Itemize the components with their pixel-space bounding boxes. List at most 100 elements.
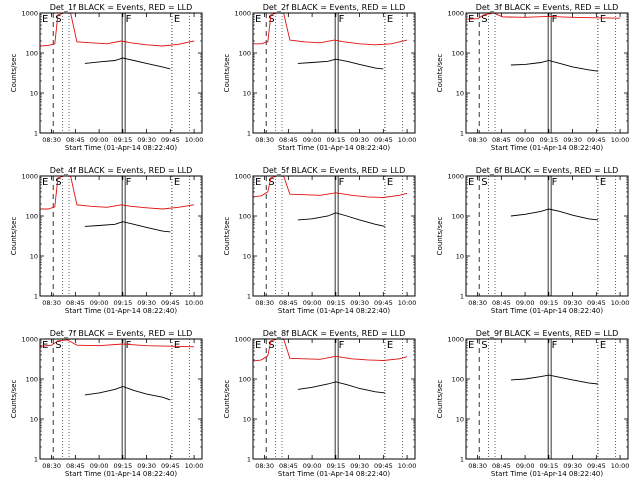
- panel-2: Det_2f BLACK = Events, RED = LLD 1 10 100 10…: [223, 3, 416, 152]
- panel-4-ytick-label: 10: [30, 253, 38, 261]
- panel-8: Det_8f BLACK = Events, RED = LLD 1 10 100 10…: [223, 329, 416, 478]
- panel-6-ytick-label: 1000: [447, 173, 464, 181]
- panel-7-xtick-label: 09:00: [90, 462, 109, 470]
- panel-6-frame: [465, 175, 629, 297]
- panel-7-lld-series: [39, 339, 195, 348]
- panel-3-marker-label: E: [468, 14, 474, 25]
- panel-5-xtick-label: 08:30: [255, 299, 274, 307]
- panel-3-xtick-label: 10:00: [611, 136, 630, 144]
- panel-3-lld-series: [465, 12, 621, 20]
- panel-9-xtick-label: 09:45: [587, 462, 606, 470]
- panel-4-marker-label: E: [174, 177, 180, 188]
- panel-7-events-series: [84, 386, 171, 401]
- panel-3: Det_3f BLACK = Events, RED = LLD 1 10 100 10…: [436, 3, 629, 152]
- panel-6-ylabel: Counts/sec: [436, 217, 444, 256]
- panel-9-marker-label: S: [481, 340, 487, 351]
- panel-5-xtick-label: 09:45: [374, 299, 393, 307]
- panel-1-ytick-label: 10: [30, 90, 38, 98]
- panel-1: Det_1f BLACK = Events, RED = LLD 1 10 100 10…: [10, 3, 203, 152]
- panel-8-xlabel: Start Time (01-Apr-14 08:22:40): [278, 470, 390, 478]
- panel-1-ylabel: Counts/sec: [10, 54, 18, 93]
- panel-4-marker-label: S: [55, 177, 61, 188]
- panel-4-marker-label: F: [126, 177, 132, 188]
- panel-3-xlabel: Start Time (01-Apr-14 08:22:40): [491, 144, 603, 152]
- panel-8-marker-label: E: [387, 340, 393, 351]
- panel-2-marker-label: E: [255, 14, 261, 25]
- panel-5-frame: [252, 175, 416, 297]
- panel-4-xtick-label: 09:00: [90, 299, 109, 307]
- panel-4-ytick-label: 1000: [21, 173, 38, 181]
- panel-3-ytick-label: 10: [456, 90, 464, 98]
- panel-9-xtick-label: 09:00: [516, 462, 535, 470]
- panel-2-lld-series: [253, 12, 408, 46]
- panel-3-xtick-label: 09:00: [516, 136, 535, 144]
- panel-8-ytick-label: 100: [239, 376, 251, 384]
- panel-8-marker-label: F: [339, 340, 345, 351]
- panel-9-marker-label: E: [600, 340, 606, 351]
- panel-2-marker-label: S: [268, 14, 274, 25]
- panel-7-xtick-label: 08:45: [66, 462, 85, 470]
- panel-5-marker-label: E: [387, 177, 393, 188]
- panel-2-ytick-label: 1000: [234, 10, 251, 18]
- panel-6-xtick-label: 10:00: [611, 299, 630, 307]
- panel-4-ylabel: Counts/sec: [10, 217, 18, 256]
- panel-8-marker-label: S: [268, 340, 274, 351]
- panel-6-marker-label: F: [552, 177, 558, 188]
- panel-9-xtick-label: 09:30: [563, 462, 582, 470]
- panel-3-xtick-label: 09:15: [539, 136, 558, 144]
- panel-3-marker-label: F: [552, 14, 558, 25]
- panel-4-frame: [39, 175, 203, 297]
- panel-9-xtick-label: 10:00: [611, 462, 630, 470]
- panel-4-marker-label: E: [42, 177, 48, 188]
- panel-8-xtick-label: 08:45: [279, 462, 298, 470]
- panel-5-ytick-label: 1000: [234, 173, 251, 181]
- panel-2-xtick-label: 09:45: [374, 136, 393, 144]
- panel-9-xtick-label: 09:15: [539, 462, 558, 470]
- panel-1-lld-series: [39, 12, 195, 47]
- panel-2-title: Det_2f BLACK = Events, RED = LLD: [263, 3, 406, 12]
- panel-7-ylabel: Counts/sec: [10, 380, 18, 419]
- panel-3-xtick-label: 08:30: [468, 136, 487, 144]
- panel-4-xtick-label: 09:30: [137, 299, 156, 307]
- panel-5-marker-label: F: [339, 177, 345, 188]
- panel-2-ylabel: Counts/sec: [223, 54, 231, 93]
- panel-9-xtick-label: 08:45: [492, 462, 511, 470]
- panel-4-xtick-label: 10:00: [185, 299, 204, 307]
- panel-8-events-series: [297, 381, 385, 394]
- panel-4-xtick-label: 09:15: [113, 299, 132, 307]
- panel-7-xtick-label: 09:30: [137, 462, 156, 470]
- panel-9-ytick-label: 10: [456, 416, 464, 424]
- panel-3-events-series: [510, 60, 598, 72]
- panel-5-xtick-label: 10:00: [398, 299, 417, 307]
- panel-4: Det_4f BLACK = Events, RED = LLD 1 10 100 10…: [10, 166, 203, 315]
- panel-1-xtick-label: 09:45: [161, 136, 180, 144]
- panel-7: Det_7f BLACK = Events, RED = LLD 1 10 100 10…: [10, 329, 203, 478]
- panel-6-ytick-label: 10: [456, 253, 464, 261]
- panel-1-xlabel: Start Time (01-Apr-14 08:22:40): [65, 144, 177, 152]
- panel-4-events-series: [84, 221, 171, 233]
- panel-3-marker-label: S: [481, 14, 487, 25]
- panel-3-xtick-label: 09:45: [587, 136, 606, 144]
- panel-5-ytick-label: 10: [243, 253, 251, 261]
- panel-2-ytick-label: 100: [239, 50, 251, 58]
- panel-9-ytick-label: 1: [460, 456, 464, 464]
- panel-7-marker-label: S: [55, 340, 61, 351]
- panel-8-xtick-label: 09:45: [374, 462, 393, 470]
- panel-9-marker-label: F: [552, 340, 558, 351]
- panel-5-events-series: [297, 212, 385, 227]
- panel-6-xtick-label: 08:45: [492, 299, 511, 307]
- panel-9-ylabel: Counts/sec: [436, 380, 444, 419]
- panel-1-marker-label: E: [174, 14, 180, 25]
- panel-7-xtick-label: 09:45: [161, 462, 180, 470]
- panel-5-xtick-label: 09:00: [303, 299, 322, 307]
- panel-5-lld-series: [252, 175, 408, 198]
- panel-6-xtick-label: 09:30: [563, 299, 582, 307]
- panel-9-ytick-label: 100: [452, 376, 464, 384]
- panel-9-events-series: [510, 374, 598, 385]
- panel-5-ylabel: Counts/sec: [223, 217, 231, 256]
- panel-1-frame: [39, 12, 203, 134]
- panel-8-ytick-label: 10: [243, 416, 251, 424]
- panel-7-xlabel: Start Time (01-Apr-14 08:22:40): [65, 470, 177, 478]
- panel-8-xtick-label: 09:15: [326, 462, 345, 470]
- panel-9-xlabel: Start Time (01-Apr-14 08:22:40): [491, 470, 603, 478]
